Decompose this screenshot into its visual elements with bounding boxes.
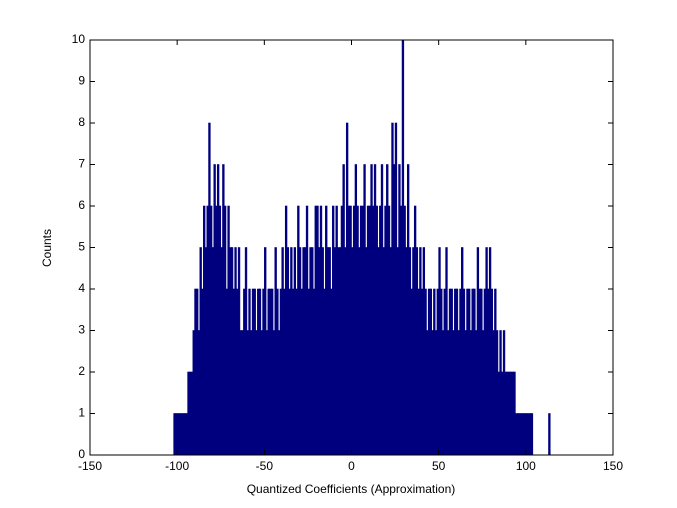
bar [548,413,551,456]
bar [530,413,534,456]
x-tick-label: -150 [78,459,102,473]
y-tick-label: 7 [78,157,85,171]
x-axis-label: Quantized Coefficients (Approximation) [247,482,456,496]
y-tick-label: 4 [78,281,85,295]
y-tick-label: 10 [72,32,86,46]
x-tick-label: 50 [432,459,446,473]
x-tick-label: 100 [516,459,536,473]
y-tick-label: 8 [78,115,85,129]
y-tick-label: 1 [78,406,85,420]
x-tick-label: -50 [256,459,274,473]
y-tick-label: 6 [78,198,85,212]
x-tick-label: 0 [348,459,355,473]
x-tick-label: 150 [603,459,623,473]
y-axis-label: Counts [40,229,54,267]
y-tick-label: 3 [78,323,85,337]
y-tick-label: 5 [78,240,85,254]
y-tick-label: 9 [78,74,85,88]
y-tick-label: 2 [78,364,85,378]
x-tick-label: -100 [165,459,189,473]
y-tick-label: 0 [78,447,85,461]
